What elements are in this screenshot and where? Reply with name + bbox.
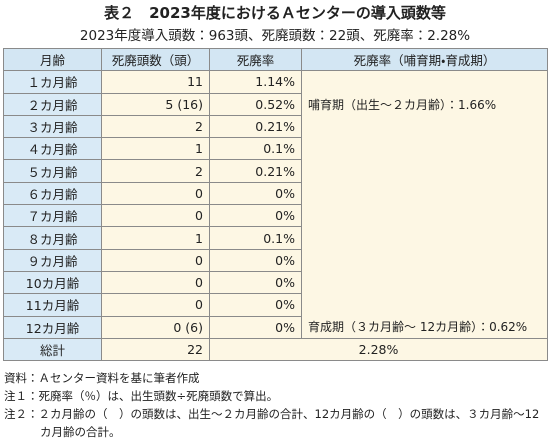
rate-cell: 0% [209, 315, 302, 339]
month-cell: ９カ月齢 [3, 248, 102, 272]
deaths-cell: 0 [101, 293, 210, 317]
total-label: 総計 [3, 337, 102, 362]
deaths-cell: 1 [101, 226, 210, 250]
rate-cell: 0.52% [209, 92, 302, 116]
table-body: １カ月齢 11 1.14% ２カ月齢 5 (16) 0.52% 哺育期（出生～２カ月齢）：1… [3, 70, 548, 362]
title: 表２ 2023年度におけるＡセンターの導入頭数等 [104, 4, 446, 22]
period-rate-cell [301, 182, 548, 205]
month-cell: 10カ月齢 [3, 270, 102, 295]
header-cell: 死廃頭数（頭） [101, 47, 210, 72]
note: 注１：死廃率（％）は、出生頭数÷死廃頭数で算出。 [4, 389, 279, 404]
table-row: ２カ月齢 5 (16) 0.52% 哺育期（出生～２カ月齢）：1.66% [3, 92, 548, 116]
period-rate-cell: 育成期（３カ月齢～ 12カ月齢）：0.62% [301, 316, 548, 339]
subtitle: 2023年度導入頭数：963頭、死廃頭数：22頭、死廃率：2.28% [79, 28, 471, 44]
table-row: ６カ月齢 0 0% [3, 181, 548, 206]
rate-cell: 0% [209, 248, 302, 272]
rate-cell: 0% [209, 293, 302, 317]
note: 資料：Ａセンター資料を基に筆者作成 [4, 371, 200, 386]
deaths-cell: 0 [101, 181, 210, 206]
period-rate-cell [301, 159, 548, 183]
month-cell: 11カ月齢 [3, 293, 102, 317]
month-cell: ５カ月齢 [3, 159, 102, 183]
month-cell: ８カ月齢 [3, 226, 102, 250]
table-row: ５カ月齢 2 0.21% [3, 159, 548, 183]
deaths-cell: 2 [101, 159, 210, 183]
table-row: １カ月齢 11 1.14% [3, 70, 548, 94]
rate-cell: 0% [209, 204, 302, 228]
table-row: ８カ月齢 1 0.1% [3, 226, 548, 250]
period-rate-cell: 哺育期（出生～２カ月齢）：1.66% [301, 93, 548, 116]
period-rate-cell [301, 293, 548, 317]
period-rate-cell [301, 115, 548, 138]
table-row: ４カ月齢 1 0.1% [3, 137, 548, 161]
note: 注２：２カ月齢の（ ）の頭数は、出生～２カ月齢の合計、12カ月齢の（ ）の頭数は… [4, 407, 540, 440]
deaths-cell: 1 [101, 137, 210, 161]
period-rate-cell [301, 271, 548, 294]
table-row: 12カ月齢 0 (6) 0% 育成期（３カ月齢～ 12カ月齢）：0.62% [3, 315, 548, 339]
rate-cell: 0.21% [209, 114, 302, 139]
table-row: 10カ月齢 0 0% [3, 270, 548, 295]
table-row: ３カ月齢 2 0.21% [3, 114, 548, 139]
month-cell: ４カ月齢 [3, 137, 102, 161]
deaths-cell: 0 [101, 270, 210, 295]
header-cell: 死廃率（哺育期・育成期） [301, 47, 548, 72]
rate-cell: 1.14% [209, 70, 302, 94]
deaths-cell: 0 [101, 204, 210, 228]
period-rate-cell [301, 204, 548, 227]
total-deaths: 22 [101, 337, 210, 362]
period-rate-cell [301, 70, 548, 94]
deaths-cell: 11 [101, 70, 210, 94]
period-rate-cell [301, 137, 548, 160]
period-rate-cell [301, 226, 548, 250]
table-row: ９カ月齢 0 0% [3, 248, 548, 272]
header-cell: 月齢 [3, 47, 102, 72]
table-row: ７カ月齢 0 0% [3, 204, 548, 228]
rate-cell: 0.1% [209, 137, 302, 161]
total-rate: 2.28% [209, 337, 548, 362]
rate-cell: 0% [209, 181, 302, 206]
rate-cell: 0.1% [209, 226, 302, 250]
month-cell: 12カ月齢 [3, 315, 102, 339]
header-cell: 死廃率 [209, 47, 302, 72]
month-cell: ７カ月齢 [3, 204, 102, 228]
data-table: 月齢 死廃頭数（頭） 死廃率 死廃率（哺育期・育成期） １カ月齢 11 1.14% ２カ月齢… [3, 47, 548, 362]
total-row: 総計 22 2.28% [3, 337, 548, 362]
header-row: 月齢 死廃頭数（頭） 死廃率 死廃率（哺育期・育成期） [3, 47, 548, 72]
rate-cell: 0% [209, 270, 302, 295]
rate-cell: 0.21% [209, 159, 302, 183]
month-cell: ６カ月齢 [3, 181, 102, 206]
notes: 資料：Ａセンター資料を基に筆者作成注１：死廃率（％）は、出生頭数÷死廃頭数で算出… [4, 369, 550, 441]
table-row: 11カ月齢 0 0% [3, 293, 548, 317]
period-rate-cell [301, 249, 548, 272]
deaths-cell: 0 [101, 248, 210, 272]
deaths-cell: 0 (6) [101, 315, 210, 339]
month-cell: ２カ月齢 [3, 92, 102, 116]
deaths-cell: 5 (16) [101, 92, 210, 116]
deaths-cell: 2 [101, 114, 210, 139]
month-cell: ３カ月齢 [3, 114, 102, 139]
month-cell: １カ月齢 [3, 70, 102, 94]
